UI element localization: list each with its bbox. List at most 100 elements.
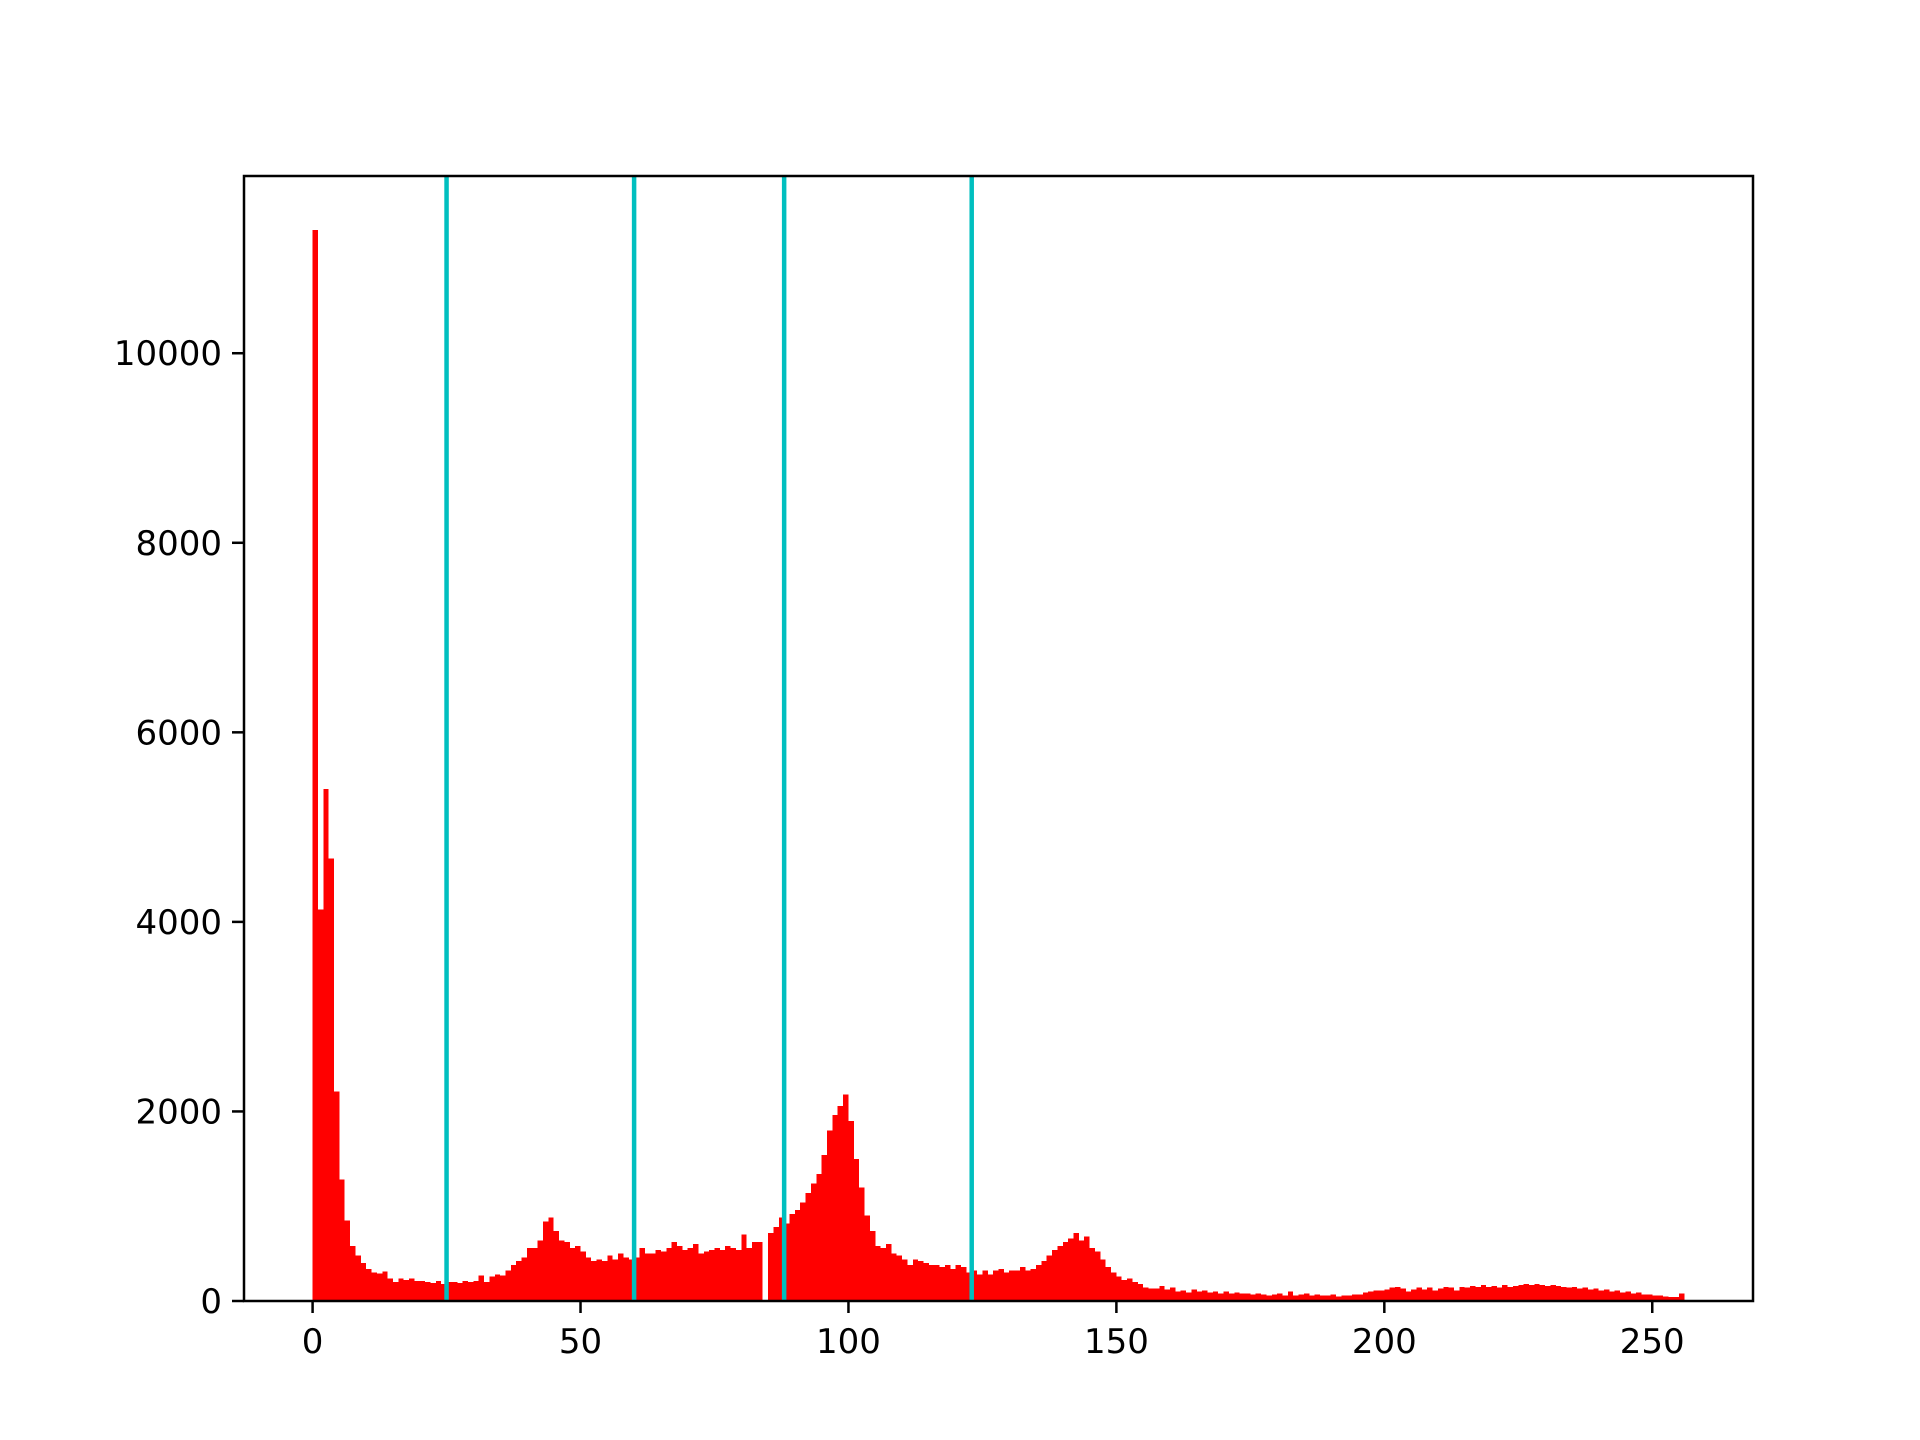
bar <box>1545 1285 1551 1301</box>
bar <box>655 1249 661 1301</box>
bar <box>1261 1294 1267 1301</box>
bar <box>1389 1287 1396 1301</box>
bar <box>1277 1293 1283 1301</box>
bar <box>548 1217 554 1301</box>
bar <box>1507 1286 1513 1301</box>
bar <box>923 1263 929 1301</box>
bar <box>709 1249 715 1301</box>
bar <box>366 1268 372 1301</box>
bar <box>521 1257 527 1301</box>
bar <box>457 1282 463 1301</box>
bar <box>1550 1284 1556 1301</box>
bar <box>553 1230 560 1301</box>
bar <box>580 1251 586 1301</box>
bar <box>1373 1290 1379 1301</box>
bar <box>757 1242 763 1301</box>
bar <box>891 1253 897 1301</box>
bar <box>741 1234 747 1301</box>
bar <box>784 1223 790 1301</box>
bar <box>1491 1285 1497 1301</box>
bar <box>1062 1242 1069 1301</box>
bar <box>848 1120 854 1301</box>
bar <box>928 1264 935 1301</box>
bar <box>1395 1286 1401 1301</box>
bar <box>1046 1255 1053 1301</box>
bar <box>714 1247 720 1301</box>
bar <box>1068 1238 1074 1301</box>
bar <box>1298 1294 1304 1301</box>
bar <box>1636 1292 1642 1301</box>
bar <box>462 1281 468 1301</box>
bar <box>601 1261 608 1301</box>
bar <box>1073 1232 1079 1301</box>
bar <box>1459 1286 1465 1301</box>
bar <box>1571 1286 1578 1301</box>
bar <box>982 1270 988 1301</box>
bar <box>628 1259 635 1301</box>
bar <box>585 1257 592 1301</box>
bar <box>1153 1288 1160 1301</box>
bar <box>1009 1270 1015 1301</box>
bar <box>500 1275 506 1301</box>
bar <box>1539 1284 1546 1301</box>
bar <box>1352 1294 1358 1301</box>
bar <box>1084 1236 1090 1301</box>
bar <box>918 1261 924 1301</box>
bar <box>1159 1285 1165 1301</box>
bar <box>912 1259 919 1301</box>
bar <box>1518 1284 1524 1301</box>
y-tick-label: 0 <box>200 1282 222 1322</box>
bar <box>392 1282 399 1301</box>
bar <box>403 1280 410 1301</box>
bar <box>1512 1285 1519 1301</box>
bar <box>350 1246 356 1301</box>
bar <box>907 1264 913 1301</box>
bar <box>960 1266 967 1301</box>
bar <box>1470 1285 1476 1301</box>
bar <box>1400 1288 1406 1301</box>
bar <box>575 1246 581 1301</box>
bar <box>1287 1291 1294 1301</box>
bar <box>1325 1295 1331 1301</box>
bar <box>1609 1291 1615 1301</box>
bar <box>489 1276 495 1301</box>
bar <box>730 1247 736 1301</box>
bar <box>382 1271 388 1301</box>
bar <box>1303 1293 1310 1301</box>
bar <box>1105 1266 1112 1301</box>
bar <box>1025 1270 1031 1301</box>
bar <box>671 1242 677 1301</box>
bar <box>1121 1280 1128 1301</box>
bar <box>768 1232 774 1301</box>
bar <box>789 1213 795 1301</box>
bar <box>1014 1270 1020 1301</box>
x-tick-label: 150 <box>1084 1322 1149 1362</box>
bar <box>934 1264 940 1301</box>
bar <box>1652 1295 1658 1301</box>
x-tick-label: 0 <box>302 1322 324 1362</box>
bar <box>971 1270 978 1301</box>
bar <box>1169 1287 1176 1301</box>
bar <box>1427 1287 1433 1301</box>
bar <box>1314 1294 1321 1301</box>
bar <box>1244 1293 1251 1301</box>
bar <box>360 1263 367 1301</box>
y-tick-label: 6000 <box>135 713 222 753</box>
bar <box>1116 1276 1122 1301</box>
bar <box>1266 1295 1272 1301</box>
bar <box>1561 1286 1567 1301</box>
bar <box>1620 1292 1626 1301</box>
bar <box>1223 1291 1229 1301</box>
bar <box>1411 1289 1417 1301</box>
x-tick-label: 250 <box>1620 1322 1685 1362</box>
bar <box>473 1281 479 1301</box>
bar <box>1405 1291 1412 1301</box>
bar <box>446 1282 452 1301</box>
bar <box>1186 1292 1192 1301</box>
bar <box>1480 1284 1487 1301</box>
bar <box>596 1259 602 1301</box>
bar <box>430 1282 436 1301</box>
bar <box>1630 1293 1637 1301</box>
bar <box>1293 1295 1299 1301</box>
